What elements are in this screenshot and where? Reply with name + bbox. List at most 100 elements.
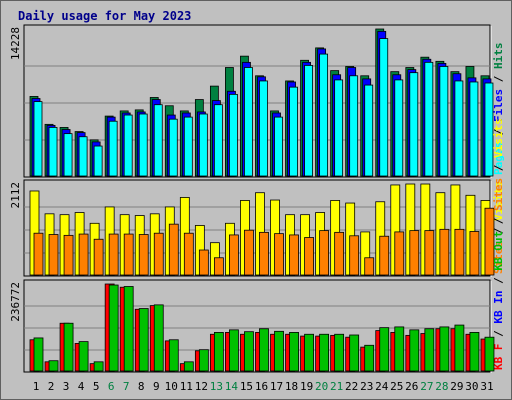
x-tick-label-2: 2 <box>48 380 55 393</box>
x-tick-label-28: 28 <box>435 380 448 393</box>
x-tick-label-18: 18 <box>285 380 298 393</box>
bar-top-pages-30 <box>469 81 479 177</box>
bar-bottom-kb-out-26 <box>409 329 420 372</box>
legend-top: Pages / Files / Hits <box>492 43 505 176</box>
bar-bottom-kb-out-22 <box>349 334 360 372</box>
bar-top-pages-9 <box>153 104 163 177</box>
bar-bottom-kb-out-10 <box>168 339 179 372</box>
bar-bottom-kb-out-19 <box>304 333 314 372</box>
legend-item-middle-0: Sites <box>492 241 505 274</box>
bar-top-pages-22 <box>349 75 359 177</box>
bar-top-pages-5 <box>93 145 103 177</box>
ymax-label-top: 14228 <box>9 27 22 60</box>
bar-middle-sites-30 <box>469 231 480 276</box>
bar-middle-sites-17 <box>274 233 284 276</box>
bar-middle-sites-3 <box>63 234 74 276</box>
bar-top-pages-16 <box>259 80 268 177</box>
bar-middle-sites-9 <box>153 232 164 276</box>
legend-item-bottom-7: / <box>492 158 505 178</box>
bar-middle-sites-8 <box>138 234 149 276</box>
x-tick-label-15: 15 <box>240 380 253 393</box>
x-tick-label-11: 11 <box>180 380 193 393</box>
bar-bottom-kb-out-2 <box>48 360 59 372</box>
bar-middle-sites-5 <box>93 238 104 276</box>
bar-bottom-kb-out-30 <box>469 332 480 372</box>
bar-middle-sites-10 <box>168 223 179 276</box>
bar-middle-sites-25 <box>394 231 405 276</box>
legend-item-middle-2: Visits <box>492 181 505 221</box>
x-tick-label-23: 23 <box>360 380 373 393</box>
bar-middle-sites-15 <box>244 229 254 276</box>
x-tick-label-14: 14 <box>225 380 239 393</box>
bar-middle-sites-24 <box>379 235 390 276</box>
bar-middle-sites-23 <box>364 257 375 276</box>
bar-middle-sites-1 <box>33 232 44 276</box>
bar-top-pages-8 <box>138 113 148 177</box>
bar-bottom-kb-out-4 <box>78 341 89 372</box>
bar-bottom-kb-out-9 <box>153 304 164 372</box>
legend-item-bottom-3: / <box>492 271 505 291</box>
bar-bottom-kb-out-5 <box>93 361 104 372</box>
bar-middle-sites-29 <box>454 228 465 276</box>
bar-bottom-kb-out-1 <box>33 337 44 372</box>
bar-bottom-kb-out-16 <box>259 328 269 372</box>
legend-item-bottom-0: KB F <box>492 344 505 371</box>
x-tick-label-25: 25 <box>390 380 403 393</box>
bar-bottom-kb-out-27 <box>424 328 435 372</box>
bar-top-pages-19 <box>304 65 313 177</box>
bar-middle-sites-7 <box>123 233 134 276</box>
bar-bottom-kb-out-29 <box>454 324 465 372</box>
x-tick-label-7: 7 <box>123 380 130 393</box>
legend-item-bottom-5: / <box>492 211 505 231</box>
x-tick-label-31: 31 <box>480 380 493 393</box>
legend-item-top-3: / <box>492 69 505 89</box>
bar-middle-sites-13 <box>213 257 224 276</box>
bar-top-pages-1 <box>33 101 43 177</box>
bar-bottom-kb-out-6 <box>108 284 119 372</box>
bar-middle-sites-18 <box>289 234 299 276</box>
bar-top-pages-13 <box>213 104 223 177</box>
bar-top-pages-24 <box>379 38 389 177</box>
bar-top-pages-29 <box>454 80 464 177</box>
bar-bottom-kb-out-21 <box>334 333 345 372</box>
bar-middle-sites-16 <box>259 231 269 276</box>
legend-item-bottom-6: Sites <box>492 178 505 211</box>
x-tick-label-17: 17 <box>270 380 283 393</box>
bar-top-pages-20 <box>319 53 329 177</box>
bar-bottom-kb-out-3 <box>63 322 74 372</box>
x-tick-label-27: 27 <box>420 380 433 393</box>
bar-top-pages-18 <box>289 86 298 177</box>
legend-bottom: KB F / KB In / KB Out / Sites / Visits <box>492 118 505 370</box>
bar-top-pages-7 <box>123 114 133 177</box>
x-tick-label-10: 10 <box>165 380 178 393</box>
bar-bottom-kb-out-14 <box>229 329 239 372</box>
bar-middle-sites-19 <box>304 237 314 276</box>
bar-middle-sites-28 <box>439 228 450 276</box>
x-tick-label-9: 9 <box>153 380 160 393</box>
x-tick-label-5: 5 <box>93 380 100 393</box>
x-tick-label-16: 16 <box>255 380 268 393</box>
bar-top-pages-15 <box>244 67 253 177</box>
bar-middle-sites-26 <box>409 230 420 276</box>
bar-bottom-kb-out-23 <box>364 344 375 372</box>
bar-top-pages-12 <box>198 113 208 177</box>
bar-bottom-kb-out-24 <box>379 327 390 372</box>
bar-bottom-kb-out-20 <box>319 333 330 372</box>
bar-middle-sites-22 <box>349 235 360 276</box>
bar-top-pages-26 <box>409 72 419 177</box>
bar-bottom-kb-out-17 <box>274 330 284 372</box>
x-tick-label-6: 6 <box>108 380 115 393</box>
legend-item-top-0: Pages <box>492 142 505 175</box>
ymax-label-middle: 2112 <box>9 182 22 209</box>
bar-middle-sites-2 <box>48 234 59 276</box>
bar-top-pages-21 <box>334 79 344 177</box>
bar-top-pages-3 <box>63 133 73 177</box>
legend-item-top-4: Hits <box>492 43 505 70</box>
bar-bottom-kb-out-13 <box>213 332 224 372</box>
bar-top-pages-23 <box>364 84 374 177</box>
bar-bottom-kb-out-31 <box>484 336 495 372</box>
bar-middle-sites-27 <box>424 230 435 276</box>
bar-top-pages-10 <box>168 118 178 177</box>
bar-middle-sites-11 <box>183 232 194 276</box>
legend-item-bottom-8: Visits <box>492 118 505 158</box>
